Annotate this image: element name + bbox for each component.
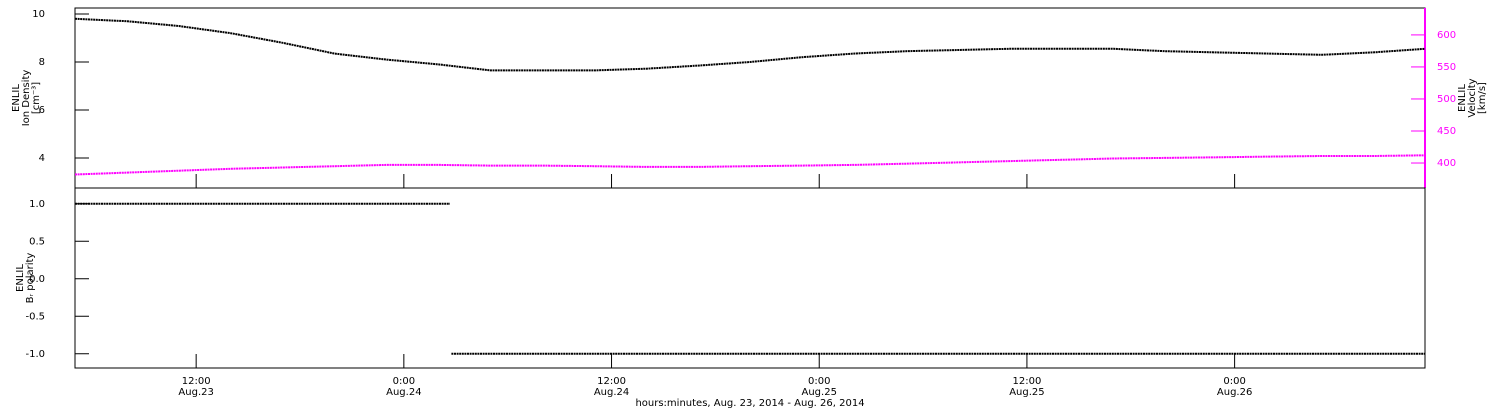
y2-axis-label: ENLIL (1457, 84, 1468, 112)
y-axis-label: ENLIL (11, 84, 22, 112)
x-tick-label: 12:00 (182, 376, 211, 387)
x-tick-label: 12:00 (597, 376, 626, 387)
y-axis-label: ENLIL (15, 264, 26, 292)
y-axis-label: [cm⁻³] (31, 82, 42, 114)
y-tick-label: 6 (39, 105, 45, 116)
plot-frame (74, 187, 1426, 369)
plot-frame (74, 7, 1426, 189)
y-tick-label: 1.0 (29, 199, 45, 210)
y-tick-label: 0.0 (29, 274, 45, 285)
y2-axis-label: [km/s] (1477, 82, 1488, 114)
data-line (74, 154, 1426, 176)
x-tick-date: Aug.24 (594, 387, 629, 398)
x-tick-label: 0:00 (393, 376, 415, 387)
x-axis-label: hours:minutes, Aug. 23, 2014 - Aug. 26, … (635, 398, 864, 409)
y-tick-label: 10 (32, 9, 45, 20)
data-line (74, 17, 1426, 72)
y-tick-label: -0.5 (25, 311, 45, 322)
y2-tick-label: 600 (1437, 30, 1456, 41)
x-tick-date: Aug.25 (802, 387, 837, 398)
y2-tick-label: 500 (1437, 94, 1456, 105)
y2-tick-label: 400 (1437, 158, 1456, 169)
x-tick-date: Aug.23 (178, 387, 213, 398)
data-line (75, 202, 1425, 355)
y-tick-label: -1.0 (25, 349, 45, 360)
y-axis-label: Ion Density (21, 70, 32, 127)
x-tick-date: Aug.26 (1217, 387, 1252, 398)
x-tick-label: 0:00 (1223, 376, 1245, 387)
x-tick-date: Aug.25 (1009, 387, 1044, 398)
y-tick-label: 0.5 (29, 236, 45, 247)
y-tick-label: 8 (39, 57, 45, 68)
y2-axis-label: Velocity (1467, 78, 1478, 117)
x-tick-label: 0:00 (808, 376, 830, 387)
y2-tick-label: 550 (1437, 62, 1456, 73)
y2-tick-label: 450 (1437, 126, 1456, 137)
y-tick-label: 4 (39, 153, 45, 164)
y-axis-label: Bᵣ polarity (25, 253, 36, 304)
x-tick-date: Aug.24 (386, 387, 421, 398)
x-tick-label: 12:00 (1013, 376, 1042, 387)
